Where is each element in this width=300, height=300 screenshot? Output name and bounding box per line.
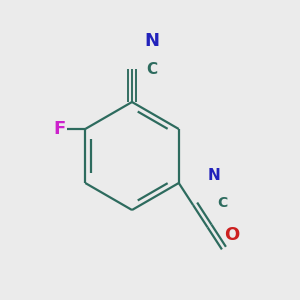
Text: N: N [144,32,159,50]
Text: N: N [207,168,220,183]
Text: C: C [146,61,157,76]
Text: C: C [217,196,227,210]
Text: F: F [53,120,65,138]
Text: O: O [224,226,239,244]
